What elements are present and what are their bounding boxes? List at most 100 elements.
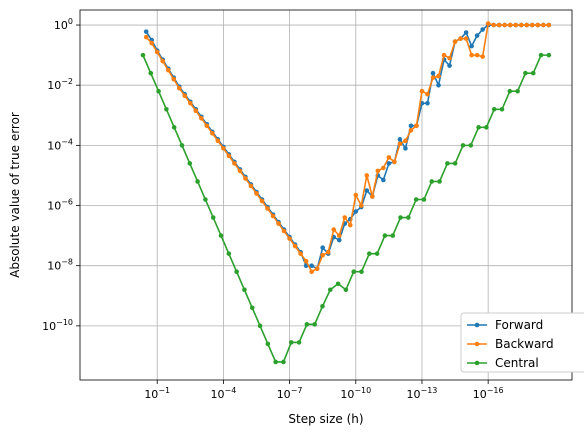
data-point [403,138,408,144]
data-point [429,179,435,184]
series-backward [143,21,552,275]
data-point [452,39,458,44]
data-point [406,215,411,220]
data-point [425,91,430,97]
data-point [199,115,204,121]
y-tick-label: 10−2 [47,77,73,92]
legend-entry-label: Forward [495,318,543,332]
data-point [232,161,237,166]
data-point [218,233,224,238]
y-tick-label: 10−8 [47,258,73,273]
y-tick-label: 100 [54,17,73,32]
data-point [342,215,348,220]
data-point [154,49,160,55]
data-point [273,359,278,365]
data-point [343,287,349,293]
data-point [390,233,396,238]
data-point [195,179,200,184]
data-point [513,22,519,28]
data-point [347,222,353,228]
data-point [351,269,357,275]
data-point [287,236,292,241]
data-point [320,304,325,309]
legend-box [460,312,584,373]
data-point [187,161,193,166]
data-point [353,209,359,214]
y-tick-label: 10−6 [47,198,73,213]
data-point [499,106,505,112]
data-point [215,138,221,144]
data-point [419,88,425,94]
data-point [248,183,254,189]
data-point [259,198,265,204]
data-point [148,70,154,76]
data-point [288,340,294,345]
y-tick-label: 10−10 [42,318,73,333]
data-point [398,215,403,220]
data-point [474,33,480,38]
data-point [179,143,185,148]
data-point [507,88,513,94]
x-tick-label: 10−7 [277,386,303,401]
data-point [496,22,502,28]
data-point [254,191,259,196]
data-point [397,141,403,147]
data-point [476,125,481,130]
data-point [265,206,270,211]
data-point [249,305,255,311]
data-point [304,322,310,327]
data-point [298,251,303,256]
x-tick-label: 10−13 [407,386,438,401]
data-point [458,36,463,41]
data-point [397,137,403,142]
data-point [381,165,386,171]
data-point [265,341,271,347]
data-point [530,70,536,76]
data-point [445,161,450,166]
data-point [327,287,333,293]
legend-swatch-marker [474,341,480,347]
legend-swatch-marker [474,360,480,366]
data-point [474,52,480,58]
data-point [242,287,247,293]
data-point [535,22,541,28]
data-point [374,251,380,256]
data-point [164,106,169,112]
data-point [165,67,171,73]
data-point [314,266,320,272]
y-axis-label: Absolute value of true error [8,112,22,278]
gridlines [80,10,572,380]
data-point [140,52,146,58]
legend-entry-label: Central [495,356,539,370]
plot-frame [79,9,573,381]
data-point [364,173,370,178]
data-point [237,168,243,174]
data-point [325,249,331,255]
data-point [403,146,408,151]
data-point [441,52,447,58]
data-point [447,63,452,68]
data-point [491,22,496,28]
data-point [480,27,485,32]
data-point [281,359,286,365]
data-point [364,188,370,193]
data-point [386,161,392,166]
data-point [331,227,337,232]
data-point [292,243,298,249]
data-point [452,161,458,166]
x-tick-label: 10−10 [340,386,371,401]
x-tick-label: 10−4 [211,386,237,401]
data-point [281,228,287,234]
data-point [210,215,216,220]
data-point [276,221,281,226]
data-point [375,168,381,174]
data-point [538,52,544,58]
data-point [468,143,474,148]
x-tick-label: 10−16 [473,386,504,401]
data-point [193,108,199,114]
legend: Forward Backward Central [460,312,584,373]
data-point [156,88,161,94]
data-point [382,233,388,238]
data-point [353,192,359,198]
